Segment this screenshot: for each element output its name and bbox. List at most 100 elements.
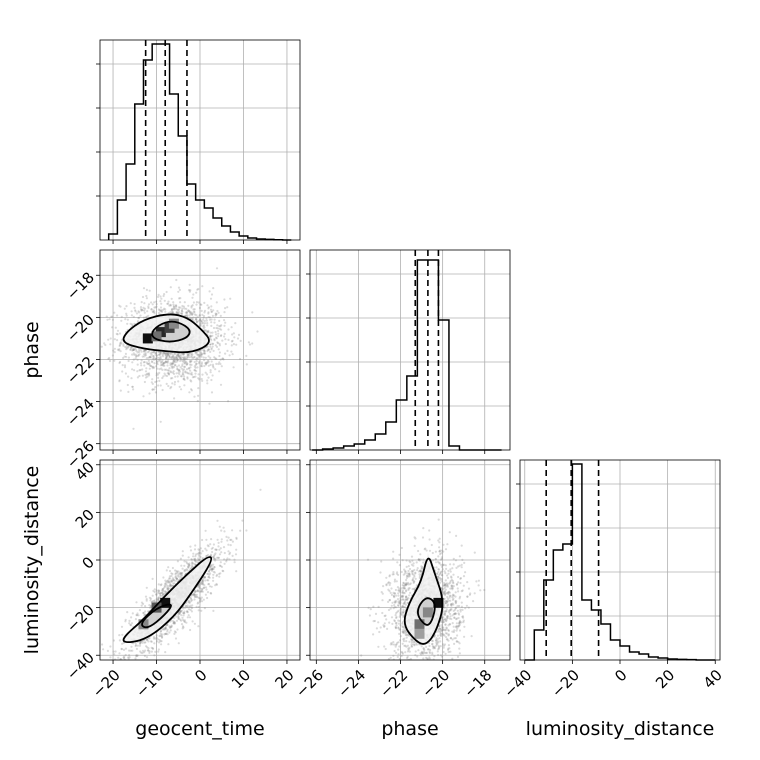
scatter-point (135, 355, 138, 358)
scatter-point (206, 330, 209, 333)
scatter-point (190, 311, 193, 314)
scatter-point (140, 308, 143, 311)
scatter-point (436, 650, 439, 653)
scatter-point (139, 306, 143, 309)
scatter-point (179, 618, 182, 621)
scatter-point (378, 630, 381, 634)
scatter-point (208, 290, 211, 293)
scatter-point (159, 384, 162, 387)
scatter-point (193, 562, 196, 565)
scatter-point (442, 633, 445, 636)
scatter-point (165, 624, 169, 627)
scatter-point (177, 355, 180, 358)
scatter-point (157, 598, 160, 602)
scatter-point (394, 651, 398, 654)
scatter-point (172, 622, 175, 625)
scatter-point (185, 361, 188, 364)
scatter-point (447, 624, 450, 627)
scatter-point (177, 290, 180, 293)
scatter-point (160, 367, 163, 370)
scatter-point (184, 370, 187, 373)
scatter-point (193, 591, 196, 595)
scatter-point (410, 563, 413, 566)
scatter-point (210, 310, 213, 313)
scatter-point (396, 610, 399, 614)
scatter-point (143, 380, 146, 384)
scatter-point (163, 299, 166, 302)
scatter-point (150, 351, 153, 354)
scatter-point (181, 364, 184, 367)
scatter-point (430, 543, 433, 547)
scatter-point (201, 379, 204, 382)
scatter-point (384, 614, 387, 617)
scatter-point (193, 595, 196, 599)
scatter-point (221, 569, 224, 572)
scatter-point (408, 594, 411, 597)
scatter-point (139, 362, 143, 365)
scatter-point (161, 353, 164, 356)
scatter-point (201, 353, 204, 356)
scatter-point (221, 339, 224, 342)
scatter-point (120, 661, 122, 663)
scatter-point (198, 558, 201, 562)
scatter-point (134, 353, 137, 356)
scatter-point (399, 611, 402, 614)
scatter-point (233, 336, 236, 339)
scatter-point (443, 583, 446, 586)
scatter-point (407, 581, 410, 585)
scatter-point (446, 632, 449, 635)
scatter-point (119, 658, 122, 660)
scatter-point (142, 395, 145, 398)
scatter-point (173, 579, 176, 582)
scatter-point (175, 577, 178, 580)
scatter-point (164, 626, 167, 629)
scatter-point (187, 309, 190, 312)
scatter-point (217, 332, 220, 335)
scatter-point (200, 365, 203, 368)
scatter-point (127, 375, 130, 378)
scatter-point (419, 652, 422, 655)
scatter-point (206, 361, 209, 364)
scatter-point (407, 575, 410, 578)
scatter-point (442, 591, 445, 594)
scatter-point (149, 364, 152, 367)
scatter-point (232, 366, 235, 369)
scatter-point (422, 657, 425, 660)
scatter-point (172, 622, 175, 625)
scatter-point (192, 375, 196, 379)
scatter-point (396, 586, 399, 589)
scatter-point (173, 357, 176, 360)
scatter-point (157, 359, 160, 362)
scatter-point (397, 604, 400, 608)
scatter-point (124, 653, 127, 657)
scatter-point (177, 642, 180, 645)
scatter-point (442, 633, 445, 636)
scatter-point (164, 591, 167, 595)
scatter-point (157, 353, 161, 356)
scatter-point (130, 622, 134, 625)
scatter-point (171, 566, 174, 570)
scatter-point (197, 605, 200, 609)
scatter-point (245, 354, 248, 357)
scatter-point (168, 356, 171, 359)
scatter-point (139, 308, 143, 311)
scatter-point (176, 358, 179, 361)
scatter-point (410, 641, 413, 644)
scatter-point (172, 305, 175, 308)
scatter-point (419, 570, 423, 574)
scatter-point (131, 385, 134, 388)
scatter-point (143, 654, 146, 658)
scatter-point (446, 595, 449, 599)
scatter-point (198, 551, 201, 554)
scatter-point (455, 583, 459, 586)
scatter-point (445, 616, 449, 619)
scatter-point (164, 632, 167, 635)
scatter-point (455, 566, 458, 570)
scatter-point (126, 347, 129, 350)
scatter-point (444, 548, 448, 551)
scatter-point (139, 348, 142, 351)
scatter-point (234, 322, 237, 325)
scatter-point (217, 335, 220, 338)
scatter-point (200, 319, 203, 322)
scatter-point (152, 365, 155, 368)
